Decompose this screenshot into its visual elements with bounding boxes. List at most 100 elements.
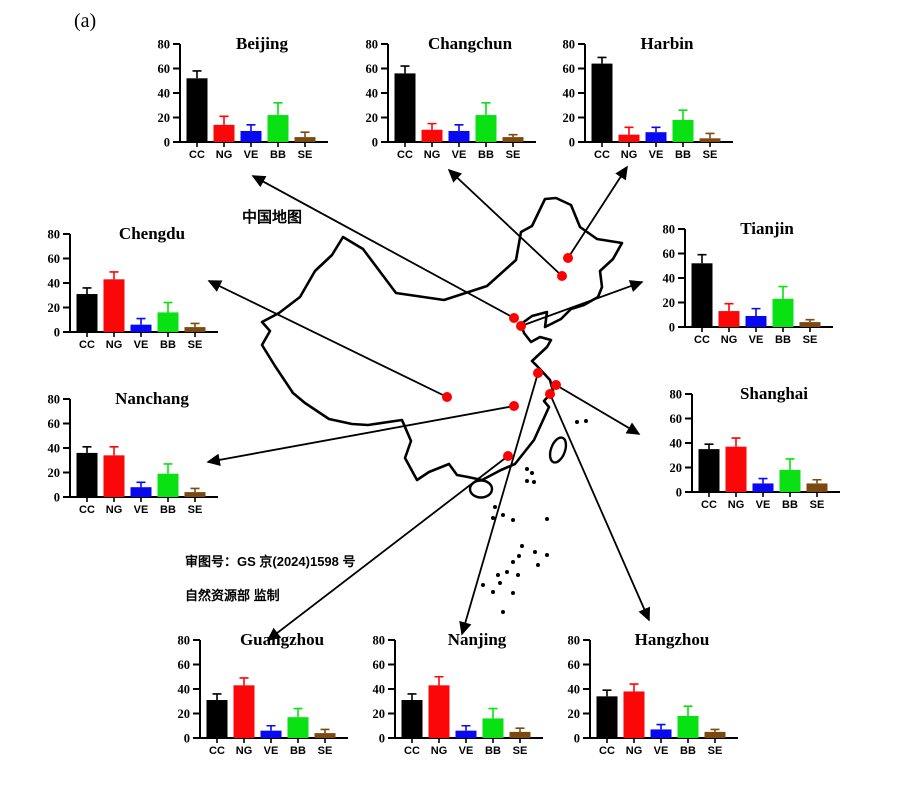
category-label-ve: VE: [649, 149, 664, 161]
error-bar-bb: [778, 285, 788, 299]
arrow-to-nanjing: [459, 372, 539, 636]
taiwan-island: [548, 436, 568, 464]
bar-cc: [394, 73, 416, 142]
chart-nanchang: Nanchang 0 20 40 60 80 CC NG VE BB SE: [30, 385, 230, 525]
sea-dot: [501, 610, 505, 614]
y-tick-label: 0: [379, 732, 385, 746]
sea-dot: [501, 513, 505, 517]
sea-dot: [525, 467, 529, 471]
bar-ng: [233, 685, 255, 738]
bar-se: [806, 483, 828, 492]
city-dot-guangzhou: [503, 451, 513, 461]
bar-cc: [401, 700, 423, 738]
bar-ve: [455, 730, 477, 738]
chart-beijing: Beijing 0 20 40 60 80 CC NG VE BB SE: [140, 30, 340, 170]
category-label-se: SE: [318, 745, 333, 757]
error-bar-se: [805, 318, 815, 323]
bar-bb: [677, 715, 699, 738]
bar-cc: [596, 696, 618, 738]
error-bar-se: [190, 487, 200, 493]
category-label-ve: VE: [244, 149, 259, 161]
category-label-ng: NG: [621, 149, 638, 161]
map-approval-number: 审图号：GS 京(2024)1598 号: [185, 554, 356, 569]
y-tick-label: 0: [676, 486, 682, 500]
arrow-to-tianjin: [520, 280, 644, 327]
bar-ng: [428, 685, 450, 738]
arrow-to-harbin: [567, 165, 628, 259]
sea-dot: [533, 550, 537, 554]
y-tick-label: 40: [563, 87, 576, 101]
y-tick-label: 20: [373, 707, 386, 721]
error-bar-ve: [246, 124, 256, 131]
category-label-bb: BB: [160, 504, 176, 516]
error-bar-cc: [407, 693, 417, 701]
bar-cc: [698, 449, 720, 492]
bar-ng: [103, 279, 125, 332]
y-tick-label: 60: [373, 658, 386, 672]
sea-dot: [496, 573, 500, 577]
category-label-se: SE: [810, 499, 825, 511]
y-tick-label: 60: [663, 247, 676, 261]
bar-ve: [645, 132, 667, 142]
y-tick-label: 40: [178, 683, 191, 697]
sea-dot: [498, 581, 502, 585]
y-tick-label: 40: [366, 87, 379, 101]
category-label-ve: VE: [452, 149, 467, 161]
category-label-cc: CC: [79, 339, 95, 351]
bar-ng: [213, 124, 235, 142]
category-label-cc: CC: [694, 334, 710, 346]
map-title: 中国地图: [242, 209, 303, 226]
bar-bb: [772, 298, 794, 327]
bar-se: [184, 327, 206, 332]
sea-dot: [511, 591, 515, 595]
sea-dot: [545, 553, 549, 557]
error-bar-ng: [109, 445, 119, 456]
chart-title: Harbin: [641, 34, 694, 53]
bar-ve: [240, 130, 262, 142]
chart-title: Beijing: [236, 34, 288, 53]
chart-svg-tianjin: Tianjin 0 20 40 60 80 CC NG VE BB SE: [663, 219, 833, 346]
category-label-cc: CC: [397, 149, 413, 161]
hainan-island: [468, 479, 494, 499]
y-tick-label: 0: [569, 136, 575, 150]
error-bar-ve: [751, 307, 761, 316]
category-label-cc: CC: [599, 745, 615, 757]
chart-svg-guangzhou: Guangzhou 0 20 40 60 80 CC NG VE BB SE: [178, 630, 348, 757]
chart-tianjin: Tianjin 0 20 40 60 80 CC NG VE BB SE: [645, 215, 845, 355]
bar-bb: [157, 473, 179, 497]
category-label-ng: NG: [431, 745, 448, 757]
city-dot-beijing: [509, 313, 519, 323]
error-bar-ve: [136, 481, 146, 488]
category-label-ng: NG: [728, 499, 745, 511]
error-bar-ng: [724, 302, 734, 312]
arrow-to-hangzhou: [549, 393, 651, 622]
sea-dot: [511, 518, 515, 522]
bar-cc: [591, 63, 613, 142]
error-bar-cc: [82, 287, 92, 295]
error-bar-bb: [293, 707, 303, 718]
sea-dot: [584, 419, 588, 423]
arrow-to-guangzhou: [266, 455, 509, 641]
y-tick-label: 80: [563, 38, 576, 52]
bar-se: [704, 731, 726, 738]
sea-dot: [536, 563, 540, 567]
bar-ve: [650, 729, 672, 738]
bar-ve: [130, 487, 152, 497]
category-label-bb: BB: [478, 149, 494, 161]
y-tick-label: 0: [574, 732, 580, 746]
category-label-ng: NG: [236, 745, 253, 757]
y-tick-label: 80: [366, 38, 379, 52]
y-tick-label: 0: [372, 136, 378, 150]
error-bar-bb: [683, 705, 693, 716]
category-label-cc: CC: [189, 149, 205, 161]
sea-dot: [575, 420, 579, 424]
chart-title: Tianjin: [740, 219, 794, 238]
panel-label: (a): [74, 10, 97, 32]
error-bar-cc: [82, 445, 92, 453]
category-label-se: SE: [803, 334, 818, 346]
city-dot-shanghai: [551, 380, 561, 390]
chart-title: Chengdu: [119, 224, 185, 243]
bar-ve: [745, 315, 767, 327]
chart-svg-beijing: Beijing 0 20 40 60 80 CC NG VE BB SE: [158, 34, 328, 161]
category-label-bb: BB: [680, 745, 696, 757]
